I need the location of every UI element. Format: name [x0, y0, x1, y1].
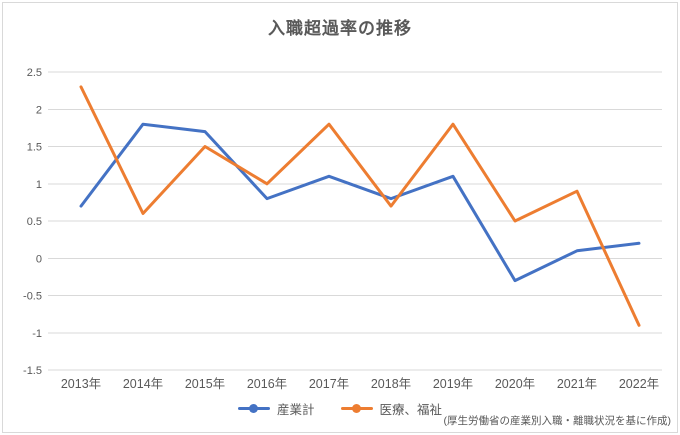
source-note: (厚生労働省の産業別入職・離職状況を基に作成) [443, 415, 672, 427]
x-axis-tick-label: 2018年 [371, 377, 411, 391]
y-axis-tick-label: -0.5 [23, 291, 42, 303]
x-axis-tick-label: 2017年 [309, 377, 349, 391]
x-axis-tick-label: 2014年 [123, 377, 163, 391]
y-axis-tick-label: 1 [36, 179, 42, 191]
legend-line-dot-marker [340, 403, 373, 413]
x-axis-tick-label: 2015年 [185, 377, 225, 391]
x-axis-tick-label: 2013年 [61, 377, 101, 391]
legend-item-medical-welfare: 医療、福祉 [340, 399, 443, 418]
y-axis-tick-label: 0 [36, 253, 42, 265]
x-axis-tick-label: 2021年 [557, 377, 597, 391]
y-axis-tick-label: 0.5 [27, 216, 42, 228]
x-axis-tick-label: 2016年 [247, 377, 287, 391]
chart-title: 入職超過率の推移 [268, 19, 412, 38]
series-line-1 [79, 85, 641, 327]
legend-line-dot-marker [237, 403, 270, 413]
legend-label-medical-welfare: 医療、福祉 [379, 402, 443, 417]
chart-legend: 産業計 医療、福祉 [0, 399, 680, 417]
y-axis-tick-label: 2 [36, 104, 42, 116]
series-line-0 [79, 122, 641, 283]
x-axis-tick-label: 2022年 [619, 377, 659, 391]
y-axis-tick-label: 2.5 [27, 67, 42, 79]
legend-label-industry-total: 産業計 [276, 402, 315, 417]
y-axis-tick-label: -1.5 [23, 365, 42, 377]
y-axis-tick-label: -1 [32, 328, 42, 340]
legend-item-industry-total: 産業計 [237, 399, 315, 418]
y-axis-tick-label: 1.5 [27, 142, 42, 154]
x-axis-tick-label: 2019年 [433, 377, 473, 391]
legend-dot-icon [352, 403, 361, 413]
x-axis-tick-label: 2020年 [495, 377, 535, 391]
legend-dot-icon [249, 403, 259, 413]
